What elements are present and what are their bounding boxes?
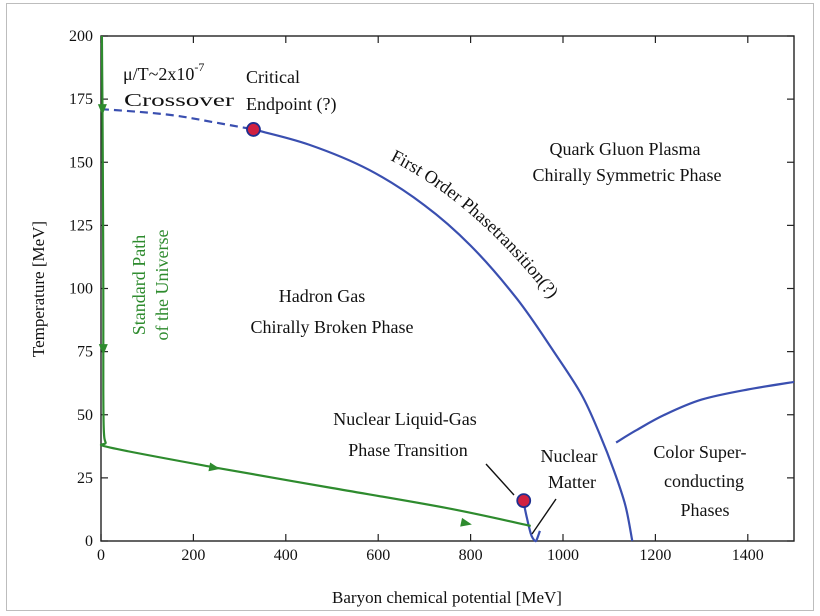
x-tick-label: 200 [181, 547, 205, 564]
x-tick-label: 400 [274, 547, 298, 564]
series-line-2 [253, 128, 634, 542]
qgp-label-1: Quark Gluon Plasma [550, 139, 701, 159]
mu-over-t-exponent: -7 [194, 60, 204, 74]
axis-ticks: 0 200 400 600 800 1000 1200 1400 0 25 50 75 100 125 15… [69, 28, 794, 564]
critical-label-1: Critical [246, 67, 300, 87]
qgp-label-2: Chirally Symmetric Phase [533, 165, 722, 185]
liquid-gas-label-2: Phase Transition [348, 440, 468, 460]
mu-over-t-base: μ/T~2x10 [123, 64, 194, 84]
y-tick-label: 175 [69, 91, 93, 108]
standard-path-label-1: Standard Path [129, 235, 149, 336]
standard-path-label-2: of the Universe [152, 230, 172, 341]
direction-arrow-4 [460, 517, 472, 527]
x-tick-label: 1400 [732, 547, 764, 564]
marker-1 [246, 122, 261, 137]
y-tick-label: 125 [69, 217, 93, 234]
y-axis-label: Temperature [MeV] [29, 221, 48, 357]
liquid-gas-label-1: Nuclear Liquid-Gas [333, 409, 476, 429]
nuclear-matter-pointer [531, 498, 557, 535]
direction-arrow-1 [97, 104, 107, 116]
y-tick-label: 75 [77, 344, 93, 361]
direction-arrow-2 [98, 344, 108, 356]
nuclear-matter-label-1: Nuclear [541, 446, 598, 466]
crossover-text: Crossover [124, 90, 234, 110]
series-layer [99, 35, 795, 543]
y-tick-label: 150 [69, 154, 93, 171]
x-tick-label: 1200 [639, 547, 671, 564]
csc-label-3: Phases [681, 500, 730, 520]
series-line-1 [100, 108, 254, 131]
arrow-layer [97, 104, 472, 527]
y-tick-label: 0 [85, 533, 93, 550]
csc-label-2: conducting [664, 471, 744, 491]
marker-layer [246, 122, 532, 509]
x-tick-label: 800 [459, 547, 483, 564]
hadron-label-1: Hadron Gas [279, 286, 365, 306]
series-line-3 [615, 380, 795, 444]
liquid-gas-pointer [485, 463, 515, 496]
y-tick-label: 50 [77, 407, 93, 424]
y-tick-label: 200 [69, 28, 93, 45]
direction-arrow-3 [208, 462, 221, 472]
x-axis-label: Baryon chemical potential [MeV] [332, 588, 562, 607]
mu-over-t-label: μ/T~2x10-7 [123, 60, 204, 84]
series-line-4 [522, 502, 541, 543]
y-tick-label: 100 [69, 281, 93, 298]
marker-2 [516, 493, 532, 509]
figure-frame [6, 3, 814, 611]
crossover-label: Crossover [124, 90, 234, 110]
x-tick-label: 600 [366, 547, 390, 564]
x-tick-label: 1000 [547, 547, 579, 564]
y-tick-label: 25 [77, 470, 93, 487]
critical-label-2: Endpoint (?) [246, 94, 336, 115]
x-tick-label: 0 [97, 547, 105, 564]
csc-label-1: Color Super- [653, 442, 746, 462]
hadron-label-2: Chirally Broken Phase [251, 317, 414, 337]
series-line-5 [99, 35, 531, 527]
nuclear-matter-label-2: Matter [548, 472, 596, 492]
